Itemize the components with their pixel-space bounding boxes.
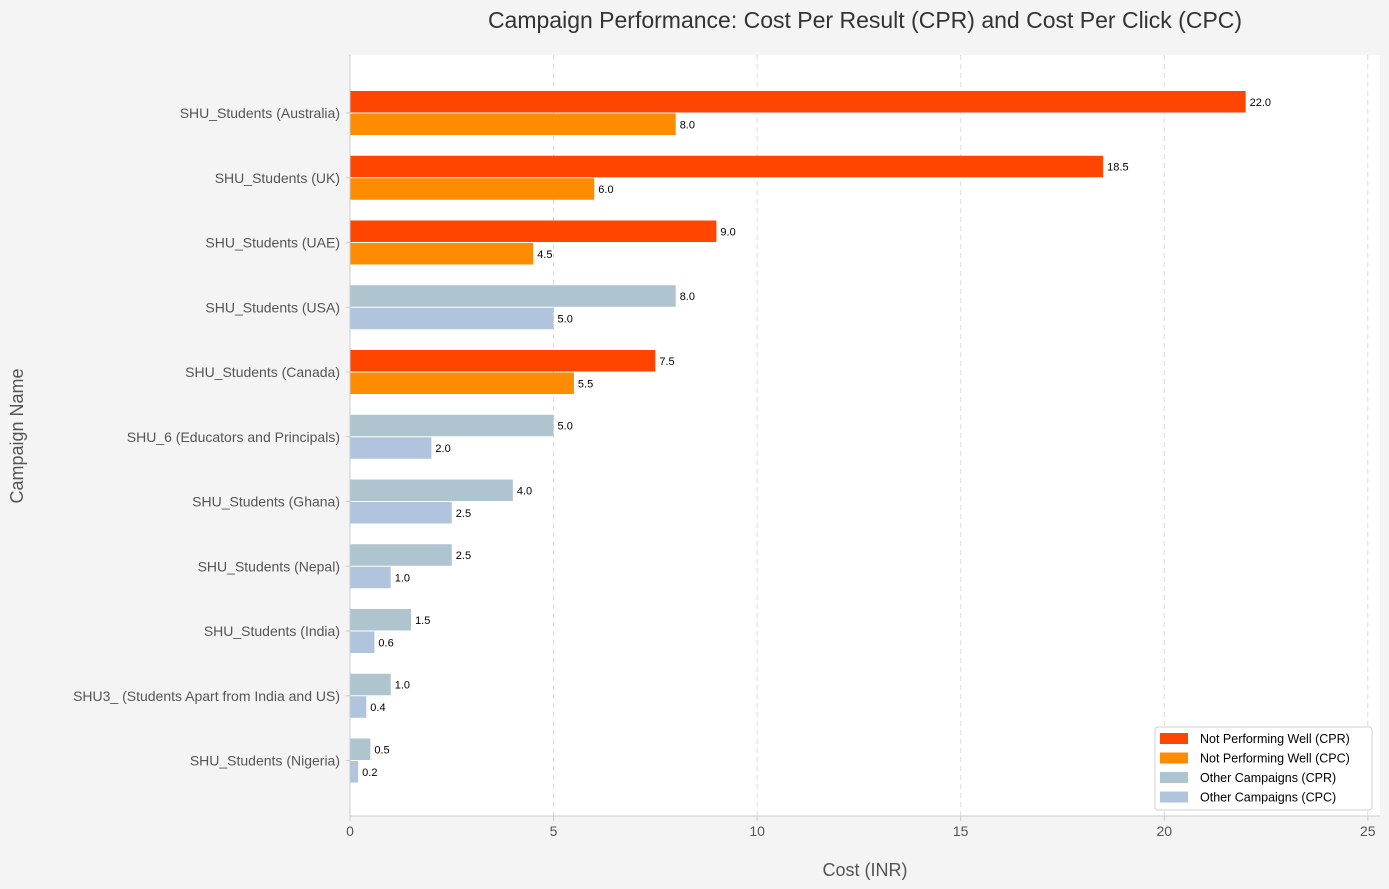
bar-value-label: 0.5 [374,744,389,756]
category-label: SHU_Students (Australia) [180,105,340,121]
bar-value-label: 2.5 [456,508,471,520]
bar-value-label: 5.0 [558,421,573,433]
bar-cpr [350,155,1104,178]
bar-cpr [350,414,554,437]
category-label: SHU_Students (UK) [215,170,340,186]
legend-box [1154,726,1373,811]
bar-cpr [350,544,452,566]
bar-value-label: 8.0 [680,119,695,131]
bar-value-label: 5.0 [558,314,573,326]
bar-value-label: 0.6 [378,637,393,649]
legend-label: Other Campaigns (CPC) [1200,791,1336,805]
bars-group [350,91,1246,783]
bar-cpc [350,437,432,459]
bar-value-label: 9.0 [720,226,735,238]
bar-cpc [350,178,595,200]
bar-cpr [350,91,1246,113]
bar-cpr [350,738,371,760]
legend-swatch [1160,772,1188,783]
bar-cpr [350,479,513,501]
bar-cpc [350,631,375,653]
bar-value-label: 0.2 [362,767,377,779]
bar-cpc [350,243,534,265]
legend: Not Performing Well (CPR) Not Performing … [1154,726,1373,811]
category-label: SHU_Students (USA) [205,299,340,315]
bar-value-label: 1.0 [395,680,410,692]
legend-swatch [1160,791,1188,803]
bar-cpr [350,673,391,696]
bar-cpc [350,113,676,135]
category-labels: SHU_Students (Australia) SHU_Students (UK… [73,105,350,769]
category-label: SHU_Students (Canada) [185,364,340,380]
bar-value-label: 1.5 [415,615,430,627]
bar-value-label: 4.5 [537,249,552,261]
legend-swatch [1160,733,1188,744]
x-tick-label: 20 [1156,823,1172,839]
category-label: SHU3_ (Students Apart from India and US) [73,688,340,704]
x-tick-label: 5 [550,823,558,839]
x-axis-label: Cost (INR) [823,860,908,880]
category-label: SHU_Students (UAE) [205,235,340,251]
category-label: SHU_Students (Nepal) [198,558,340,574]
bar-cpc [350,502,452,524]
category-label: SHU_6 (Educators and Principals) [127,429,340,445]
bar-value-label: 2.5 [456,550,471,562]
bar-cpc [350,372,574,394]
bar-cpc [350,696,367,718]
bar-cpr [350,285,676,307]
bar-cpr [350,609,412,631]
legend-label: Other Campaigns (CPR) [1200,771,1336,785]
bar-value-label: 7.5 [659,356,674,368]
bar-value-labels: 22.0 8.0 18.5 6.0 9.0 4.5 8.0 5.0 7.5 5.5 5.0 2.0 4.… [362,97,1271,779]
x-tick-labels: 0 5 10 15 20 25 [346,816,1376,839]
category-label: SHU_Students (Nigeria) [190,753,340,769]
bar-value-label: 5.5 [578,378,593,390]
bar-value-label: 1.0 [395,573,410,585]
x-tick-label: 25 [1360,823,1376,839]
legend-swatch [1160,752,1188,764]
bar-value-label: 2.0 [435,443,450,455]
bar-value-label: 0.4 [370,702,385,714]
bar-value-label: 8.0 [680,291,695,303]
bar-cpc [350,307,554,330]
bar-value-label: 4.0 [517,485,532,497]
legend-label: Not Performing Well (CPC) [1200,752,1350,766]
bar-cpc [350,566,391,589]
x-tick-label: 10 [749,823,765,839]
bar-value-label: 6.0 [598,184,613,196]
y-axis-label: Campaign Name [7,368,27,503]
bar-cpr [350,350,656,372]
bar-cpr [350,220,717,242]
bar-value-label: 22.0 [1250,97,1271,109]
category-label: SHU_Students (Ghana) [192,494,340,510]
bar-cpc [350,761,359,783]
bar-value-label: 18.5 [1107,162,1128,174]
category-label: SHU_Students (India) [204,623,340,639]
chart-title: Campaign Performance: Cost Per Result (C… [488,7,1242,33]
x-tick-label: 0 [346,823,354,839]
x-tick-label: 15 [953,823,969,839]
legend-label: Not Performing Well (CPR) [1200,732,1350,746]
